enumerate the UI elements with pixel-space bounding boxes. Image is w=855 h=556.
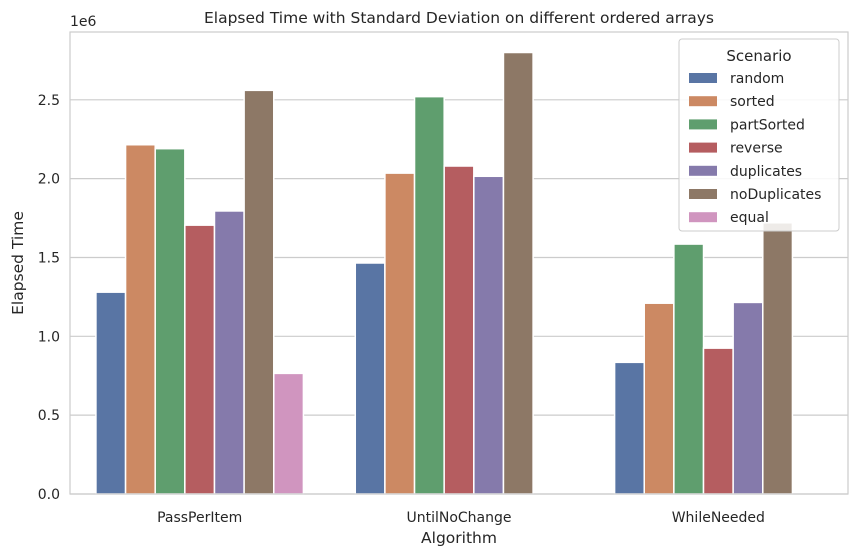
y-axis-title: Elapsed Time <box>9 211 27 315</box>
legend-swatch-reverse <box>689 142 717 153</box>
y-tick-label: 2.0 <box>38 172 60 188</box>
bar-noDuplicates-UntilNoChange <box>502 51 534 495</box>
legend-swatch-partSorted <box>689 119 717 130</box>
legend-label-sorted: sorted <box>730 94 775 110</box>
x-tick-labels: PassPerItem UntilNoChange WhileNeeded <box>157 510 765 526</box>
legend-items: random sorted partSorted reverse duplicates n… <box>689 71 821 226</box>
legend-swatch-duplicates <box>689 165 717 176</box>
legend-label-partSorted: partSorted <box>730 117 805 133</box>
bar-reverse-UntilNoChange <box>443 165 475 495</box>
x-axis-title: Algorithm <box>421 529 497 547</box>
bar-partSorted-UntilNoChange <box>413 95 445 495</box>
bar-noDuplicates-PassPerItem <box>243 89 275 495</box>
bar-duplicates-PassPerItem <box>213 210 245 495</box>
legend-swatch-sorted <box>689 96 717 107</box>
bar-duplicates-UntilNoChange <box>473 175 505 495</box>
bar-noDuplicates-WhileNeeded <box>762 222 794 495</box>
bar-sorted-UntilNoChange <box>384 172 416 495</box>
bar-random-UntilNoChange <box>354 262 386 495</box>
legend-label-random: random <box>730 71 784 87</box>
y-tick-label: 2.5 <box>38 93 60 109</box>
bar-partSorted-PassPerItem <box>154 147 186 495</box>
legend-swatch-equal <box>689 212 717 223</box>
bar-sorted-WhileNeeded <box>643 302 675 495</box>
legend-box <box>678 38 840 232</box>
bars <box>95 51 794 495</box>
y-scale-label: 1e6 <box>70 14 97 30</box>
legend-label-noDuplicates: noDuplicates <box>730 187 821 203</box>
legend-swatch-noDuplicates <box>689 189 717 199</box>
x-tick-label: UntilNoChange <box>406 510 511 526</box>
legend-title: Scenario <box>726 47 791 65</box>
legend-label-reverse: reverse <box>730 141 783 157</box>
y-tick-label: 0.5 <box>38 408 60 424</box>
bar-equal-PassPerItem <box>273 372 305 495</box>
bar-reverse-WhileNeeded <box>702 347 734 495</box>
bar-partSorted-WhileNeeded <box>673 243 705 495</box>
y-tick-labels: 0.0 0.5 1.0 1.5 2.0 2.5 <box>38 93 60 503</box>
bar-random-PassPerItem <box>95 291 127 495</box>
legend-label-equal: equal <box>730 210 769 226</box>
bar-sorted-PassPerItem <box>124 143 156 495</box>
y-tick-label: 1.0 <box>38 329 60 345</box>
bar-random-WhileNeeded <box>613 361 645 495</box>
y-tick-label: 1.5 <box>38 250 60 266</box>
plot-frame <box>69 31 849 495</box>
legend-label-duplicates: duplicates <box>730 164 802 180</box>
legend: Scenario random sorted partSorted reverse du… <box>678 38 840 232</box>
bar-duplicates-WhileNeeded <box>732 301 764 495</box>
legend-swatch-random <box>689 73 717 83</box>
chart-title: Elapsed Time with Standard Deviation on … <box>204 9 714 27</box>
x-tick-label: WhileNeeded <box>672 510 765 526</box>
y-tick-label: 0.0 <box>38 487 60 503</box>
bar-reverse-PassPerItem <box>184 224 216 495</box>
x-tick-label: PassPerItem <box>157 510 242 526</box>
